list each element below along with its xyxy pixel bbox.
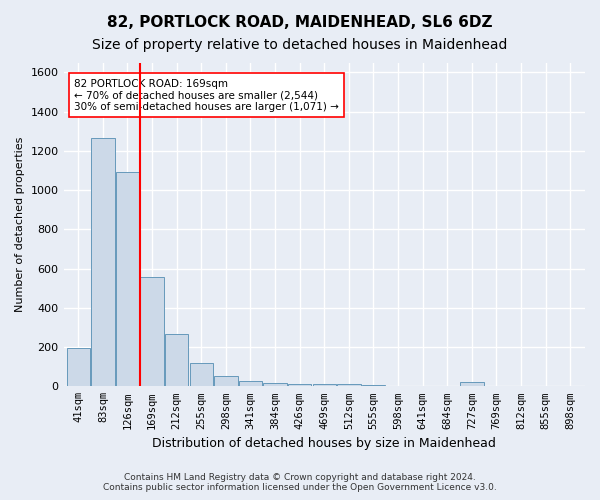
Bar xyxy=(116,172,139,386)
Y-axis label: Number of detached properties: Number of detached properties xyxy=(15,136,25,312)
Bar xyxy=(288,384,311,386)
Text: Size of property relative to detached houses in Maidenhead: Size of property relative to detached ho… xyxy=(92,38,508,52)
Text: 82 PORTLOCK ROAD: 169sqm
← 70% of detached houses are smaller (2,544)
30% of sem: 82 PORTLOCK ROAD: 169sqm ← 70% of detach… xyxy=(74,78,339,112)
Bar xyxy=(140,278,164,386)
Bar xyxy=(67,348,90,387)
Bar xyxy=(239,381,262,386)
Bar xyxy=(190,363,213,386)
Text: 82, PORTLOCK ROAD, MAIDENHEAD, SL6 6DZ: 82, PORTLOCK ROAD, MAIDENHEAD, SL6 6DZ xyxy=(107,15,493,30)
Bar xyxy=(460,382,484,386)
Text: Contains HM Land Registry data © Crown copyright and database right 2024.
Contai: Contains HM Land Registry data © Crown c… xyxy=(103,473,497,492)
Bar xyxy=(313,384,336,386)
Bar xyxy=(165,334,188,386)
X-axis label: Distribution of detached houses by size in Maidenhead: Distribution of detached houses by size … xyxy=(152,437,496,450)
Bar xyxy=(263,383,287,386)
Bar xyxy=(91,138,115,386)
Bar xyxy=(214,376,238,386)
Bar xyxy=(337,384,361,386)
